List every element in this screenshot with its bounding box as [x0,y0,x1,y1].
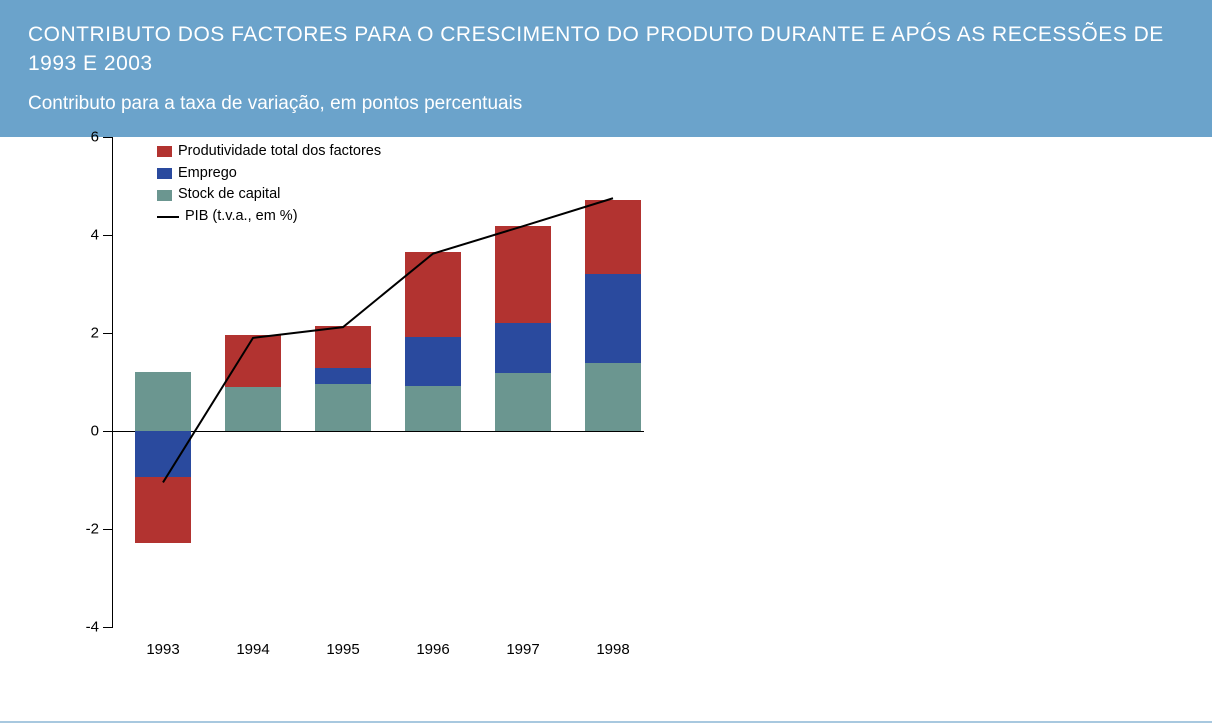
legend-item: PIB (t.v.a., em %) [157,206,381,228]
bar-segment-emprego [495,323,551,373]
x-tick-label: 1997 [506,627,539,658]
bar-segment-emprego [405,337,461,386]
legend-label: Emprego [178,163,237,185]
bar-segment-emprego [315,368,371,384]
legend-item: Stock de capital [157,184,381,206]
legend-label: Stock de capital [178,184,280,206]
x-tick-label: 1995 [326,627,359,658]
bar-segment-stock [405,386,461,431]
bar-segment-produtividade [315,326,371,368]
bar-column [585,137,641,627]
bottom-rule [0,721,1212,723]
bar-segment-produtividade [225,335,281,386]
bar-segment-stock [225,387,281,431]
bar-segment-stock [135,372,191,431]
legend-swatch [157,190,172,201]
y-tick-label: 2 [91,324,113,341]
y-tick-label: 0 [91,422,113,439]
legend-swatch [157,146,172,157]
y-tick-label: -2 [86,520,113,537]
y-tick-label: -4 [86,618,113,635]
y-tick-label: 6 [91,128,113,145]
bar-segment-stock [315,384,371,431]
x-tick-label: 1993 [146,627,179,658]
legend-label: Produtividade total dos factores [178,141,381,163]
x-tick-label: 1994 [236,627,269,658]
charts-container: -4-20246199319941995199619971998Produtiv… [0,137,1212,677]
bar-segment-produtividade [585,200,641,274]
bar-segment-stock [585,363,641,431]
bar-segment-produtividade [495,226,551,323]
legend-item: Emprego [157,163,381,185]
legend-swatch [157,168,172,179]
legend-item: Produtividade total dos factores [157,141,381,163]
x-tick-label: 1998 [596,627,629,658]
chart-subtitle: Contributo para a taxa de variação, em p… [28,93,1184,115]
y-tick-label: 4 [91,226,113,243]
chart-left: -4-20246199319941995199619971998Produtiv… [112,137,644,627]
x-tick-label: 1996 [416,627,449,658]
bar-column [405,137,461,627]
zero-axis [113,431,644,432]
bar-segment-produtividade [135,477,191,543]
legend-line-icon [157,216,179,218]
legend-label: PIB (t.v.a., em %) [185,206,298,228]
chart-title: CONTRIBUTO DOS FACTORES PARA O CRESCIMEN… [28,20,1184,79]
bar-column [495,137,551,627]
bar-segment-produtividade [405,252,461,336]
bar-segment-stock [495,373,551,431]
bar-segment-emprego [135,431,191,478]
header-banner: CONTRIBUTO DOS FACTORES PARA O CRESCIMEN… [0,0,1212,137]
plot-left: -4-20246199319941995199619971998Produtiv… [112,137,644,627]
legend: Produtividade total dos factoresEmpregoS… [157,141,381,228]
bar-segment-emprego [585,274,641,363]
